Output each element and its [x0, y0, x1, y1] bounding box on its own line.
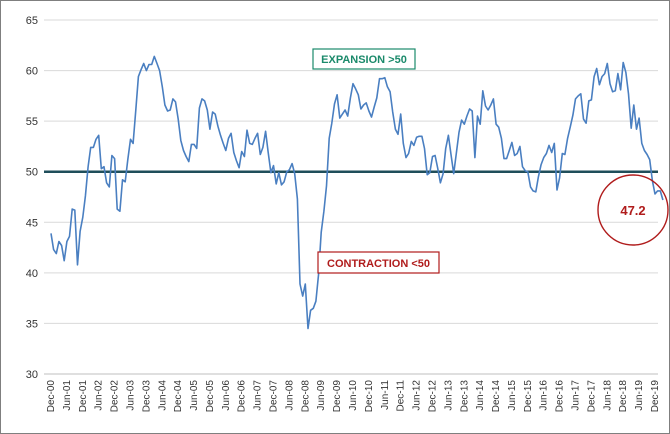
x-tick-label-Dec-12: Dec-12 — [427, 380, 438, 413]
x-tick-label-Jun-08: Jun-08 — [284, 380, 295, 411]
annotations: EXPANSION >50 CONTRACTION <50 47.2 — [312, 48, 669, 274]
x-tick-label-Jun-14: Jun-14 — [475, 380, 486, 411]
x-tick-label-Dec-10: Dec-10 — [364, 380, 375, 413]
y-tick-label-40: 40 — [26, 268, 38, 280]
x-tick-label-Dec-02: Dec-02 — [110, 380, 121, 413]
y-tick-label-50: 50 — [26, 167, 38, 179]
x-tick-label-Dec-09: Dec-09 — [332, 380, 343, 413]
y-tick-label-55: 55 — [26, 116, 38, 128]
x-tick-label-Dec-03: Dec-03 — [141, 380, 152, 413]
x-tick-label-Dec-13: Dec-13 — [459, 380, 470, 413]
x-tick-label-Dec-00: Dec-00 — [46, 380, 57, 413]
x-tick-label-Jun-16: Jun-16 — [539, 380, 550, 411]
x-tick-label-Jun-18: Jun-18 — [602, 380, 613, 411]
x-tick-label-Jun-11: Jun-11 — [380, 380, 391, 410]
x-tick-label-Dec-14: Dec-14 — [491, 380, 502, 413]
x-tick-label-Jun-07: Jun-07 — [253, 380, 264, 411]
last-value-callout-circle — [597, 174, 669, 246]
x-tick-label-Jun-01: Jun-01 — [62, 380, 73, 411]
x-tick-label-Dec-11: Dec-11 — [396, 380, 407, 412]
x-tick-label-Dec-16: Dec-16 — [555, 380, 566, 413]
contraction-label: CONTRACTION <50 — [327, 258, 430, 270]
x-tick-label-Dec-17: Dec-17 — [586, 380, 597, 413]
x-tick-label-Jun-15: Jun-15 — [507, 380, 518, 411]
x-tick-label-Jun-19: Jun-19 — [634, 380, 645, 411]
x-tick-label-Jun-05: Jun-05 — [189, 380, 200, 411]
x-tick-label-Jun-02: Jun-02 — [94, 380, 105, 411]
x-tick-label-Dec-01: Dec-01 — [78, 380, 89, 413]
x-tick-label-Jun-10: Jun-10 — [348, 380, 359, 411]
series-line-0 — [50, 55, 664, 330]
y-tick-label-35: 35 — [26, 318, 38, 330]
contraction-label-box — [317, 251, 440, 274]
y-tick-label-30: 30 — [26, 369, 38, 381]
x-tick-label-Dec-08: Dec-08 — [300, 380, 311, 413]
x-tick-label-Jun-12: Jun-12 — [412, 380, 423, 411]
x-tick-label-Jun-04: Jun-04 — [157, 380, 168, 411]
series-group — [50, 55, 664, 330]
x-tick-label-Jun-17: Jun-17 — [571, 380, 582, 411]
x-tick-label-Dec-19: Dec-19 — [650, 380, 661, 413]
x-tick-label-Dec-07: Dec-07 — [269, 380, 280, 413]
x-tick-label-Jun-03: Jun-03 — [125, 380, 136, 411]
x-tick-label-Dec-06: Dec-06 — [237, 380, 248, 413]
x-tick-label-Jun-09: Jun-09 — [316, 380, 327, 411]
x-tick-label-Dec-04: Dec-04 — [173, 380, 184, 413]
gridlines — [44, 19, 658, 324]
y-tick-label-60: 60 — [26, 66, 38, 78]
x-axis-tick-labels: Dec-00 Jun-01 Dec-01 Jun-02 Dec-02 Jun-03 Dec-… — [46, 380, 661, 413]
x-tick-label-Jun-06: Jun-06 — [221, 380, 232, 411]
x-tick-label-Jun-13: Jun-13 — [443, 380, 454, 411]
last-value-label: 47.2 — [620, 203, 645, 218]
x-tick-label-Dec-15: Dec-15 — [523, 380, 534, 413]
expansion-label: EXPANSION >50 — [321, 54, 407, 66]
y-tick-label-45: 45 — [26, 217, 38, 229]
x-tick-label-Dec-18: Dec-18 — [618, 380, 629, 413]
y-tick-label-65: 65 — [26, 15, 38, 27]
x-tick-label-Dec-05: Dec-05 — [205, 380, 216, 413]
y-axis-tick-labels: 30 35 40 45 50 55 60 65 — [26, 15, 38, 381]
expansion-label-box — [312, 48, 416, 70]
